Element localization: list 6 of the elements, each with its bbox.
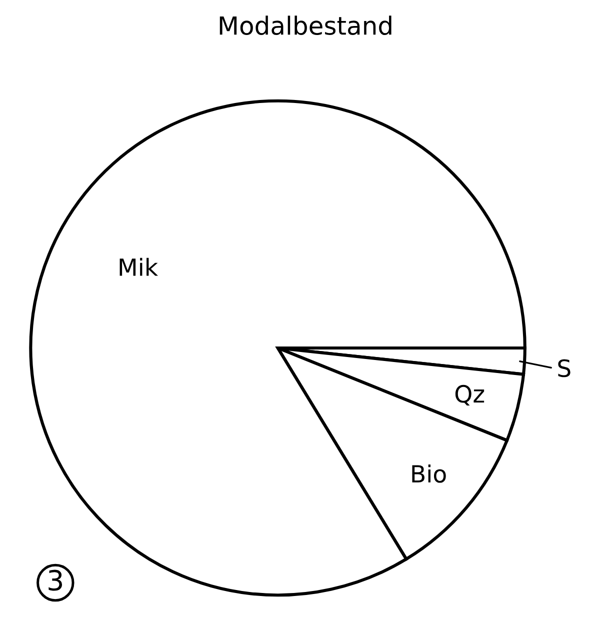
chart-title: Modalbestand <box>220 16 392 36</box>
text: 3 <box>48 570 62 591</box>
slice-label: Bio <box>412 464 446 483</box>
slice-label: Qz <box>455 384 484 406</box>
slice-label: Mik <box>120 258 158 276</box>
slice-label: S <box>558 359 570 378</box>
